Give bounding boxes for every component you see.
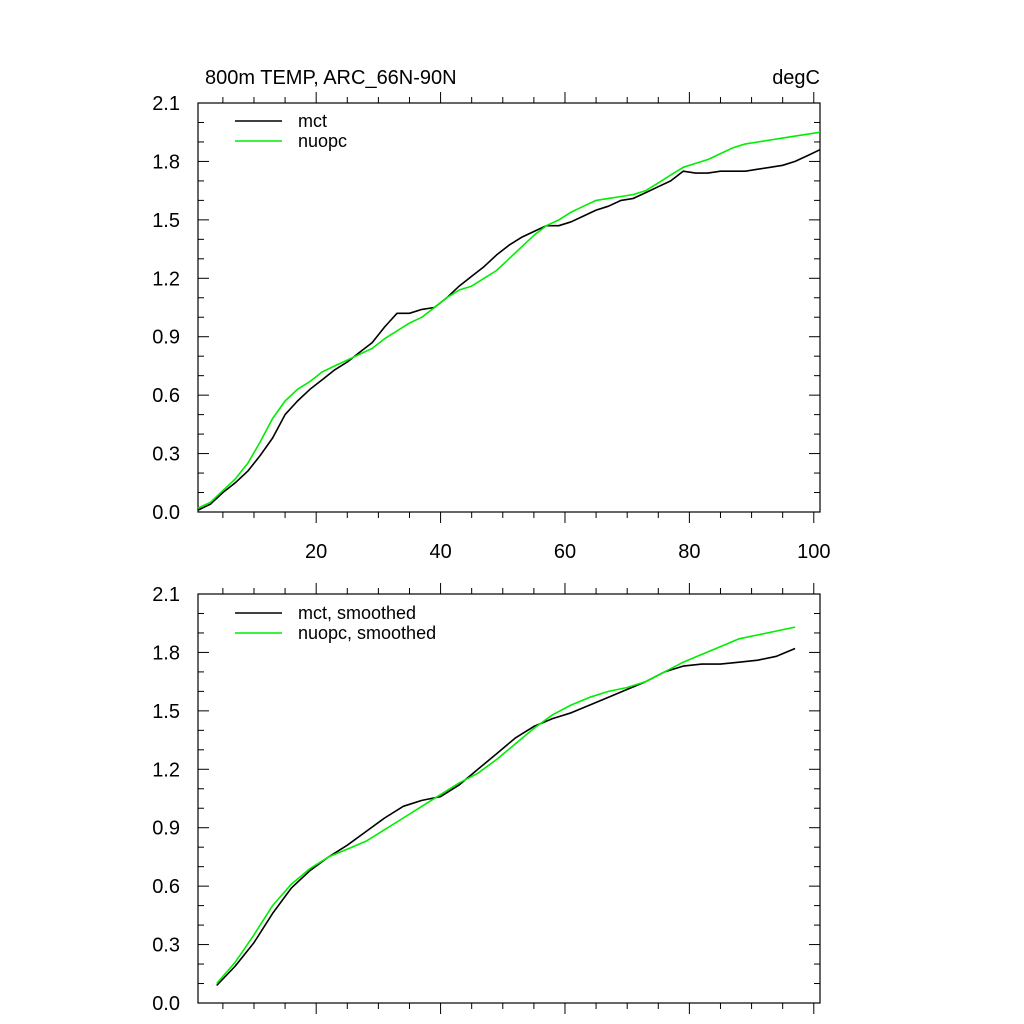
plot-frame <box>197 102 821 513</box>
y-tick-label: 1.2 <box>152 759 180 781</box>
y-tick-label: 1.2 <box>152 268 180 290</box>
y-tick-label: 2.1 <box>152 584 180 606</box>
y-tick-label: 0.6 <box>152 876 180 898</box>
series-line-nuopc <box>197 131 821 509</box>
x-tick-label: 80 <box>678 541 700 563</box>
units-label: degC <box>772 67 820 89</box>
x-tick-label: 100 <box>797 541 830 563</box>
y-tick-label: 1.8 <box>152 642 180 664</box>
x-tick-label: 20 <box>305 541 327 563</box>
y-tick-label: 1.5 <box>152 210 180 232</box>
y-tick-label: 0.9 <box>152 327 180 349</box>
series-line-nuopc-smoothed <box>216 626 796 985</box>
legend-label: mct, smoothed <box>298 603 416 623</box>
y-tick-label: 0.0 <box>152 993 180 1015</box>
y-tick-label: 0.3 <box>152 444 180 466</box>
y-tick-label: 0.0 <box>152 502 180 524</box>
bottom-panel: 0.0 0.3 0.6 0.9 1.2 1.5 1.8 2.1 mct, smoothednuo… <box>152 583 821 1015</box>
y-tick-label: 0.6 <box>152 385 180 407</box>
legend-label: mct <box>298 111 327 131</box>
legend-label: nuopc <box>298 131 347 151</box>
x-tick-label: 40 <box>429 541 451 563</box>
top-panel: 0.0 0.3 0.6 0.9 1.2 1.5 1.8 2.1 20 40 60 80 100 mctnu… <box>152 92 830 563</box>
plot-frame <box>197 593 821 1004</box>
y-tick-label: 1.8 <box>152 151 180 173</box>
x-tick-label: 60 <box>554 541 576 563</box>
series-line-mct-smoothed <box>216 647 796 987</box>
figure-title: 800m TEMP, ARC_66N-90N <box>205 67 457 89</box>
y-tick-label: 2.1 <box>152 93 180 115</box>
series-line-mct <box>197 148 821 511</box>
y-tick-label: 0.3 <box>152 935 180 957</box>
y-tick-label: 1.5 <box>152 701 180 723</box>
y-tick-label: 0.9 <box>152 818 180 840</box>
legend-label: nuopc, smoothed <box>298 623 436 643</box>
